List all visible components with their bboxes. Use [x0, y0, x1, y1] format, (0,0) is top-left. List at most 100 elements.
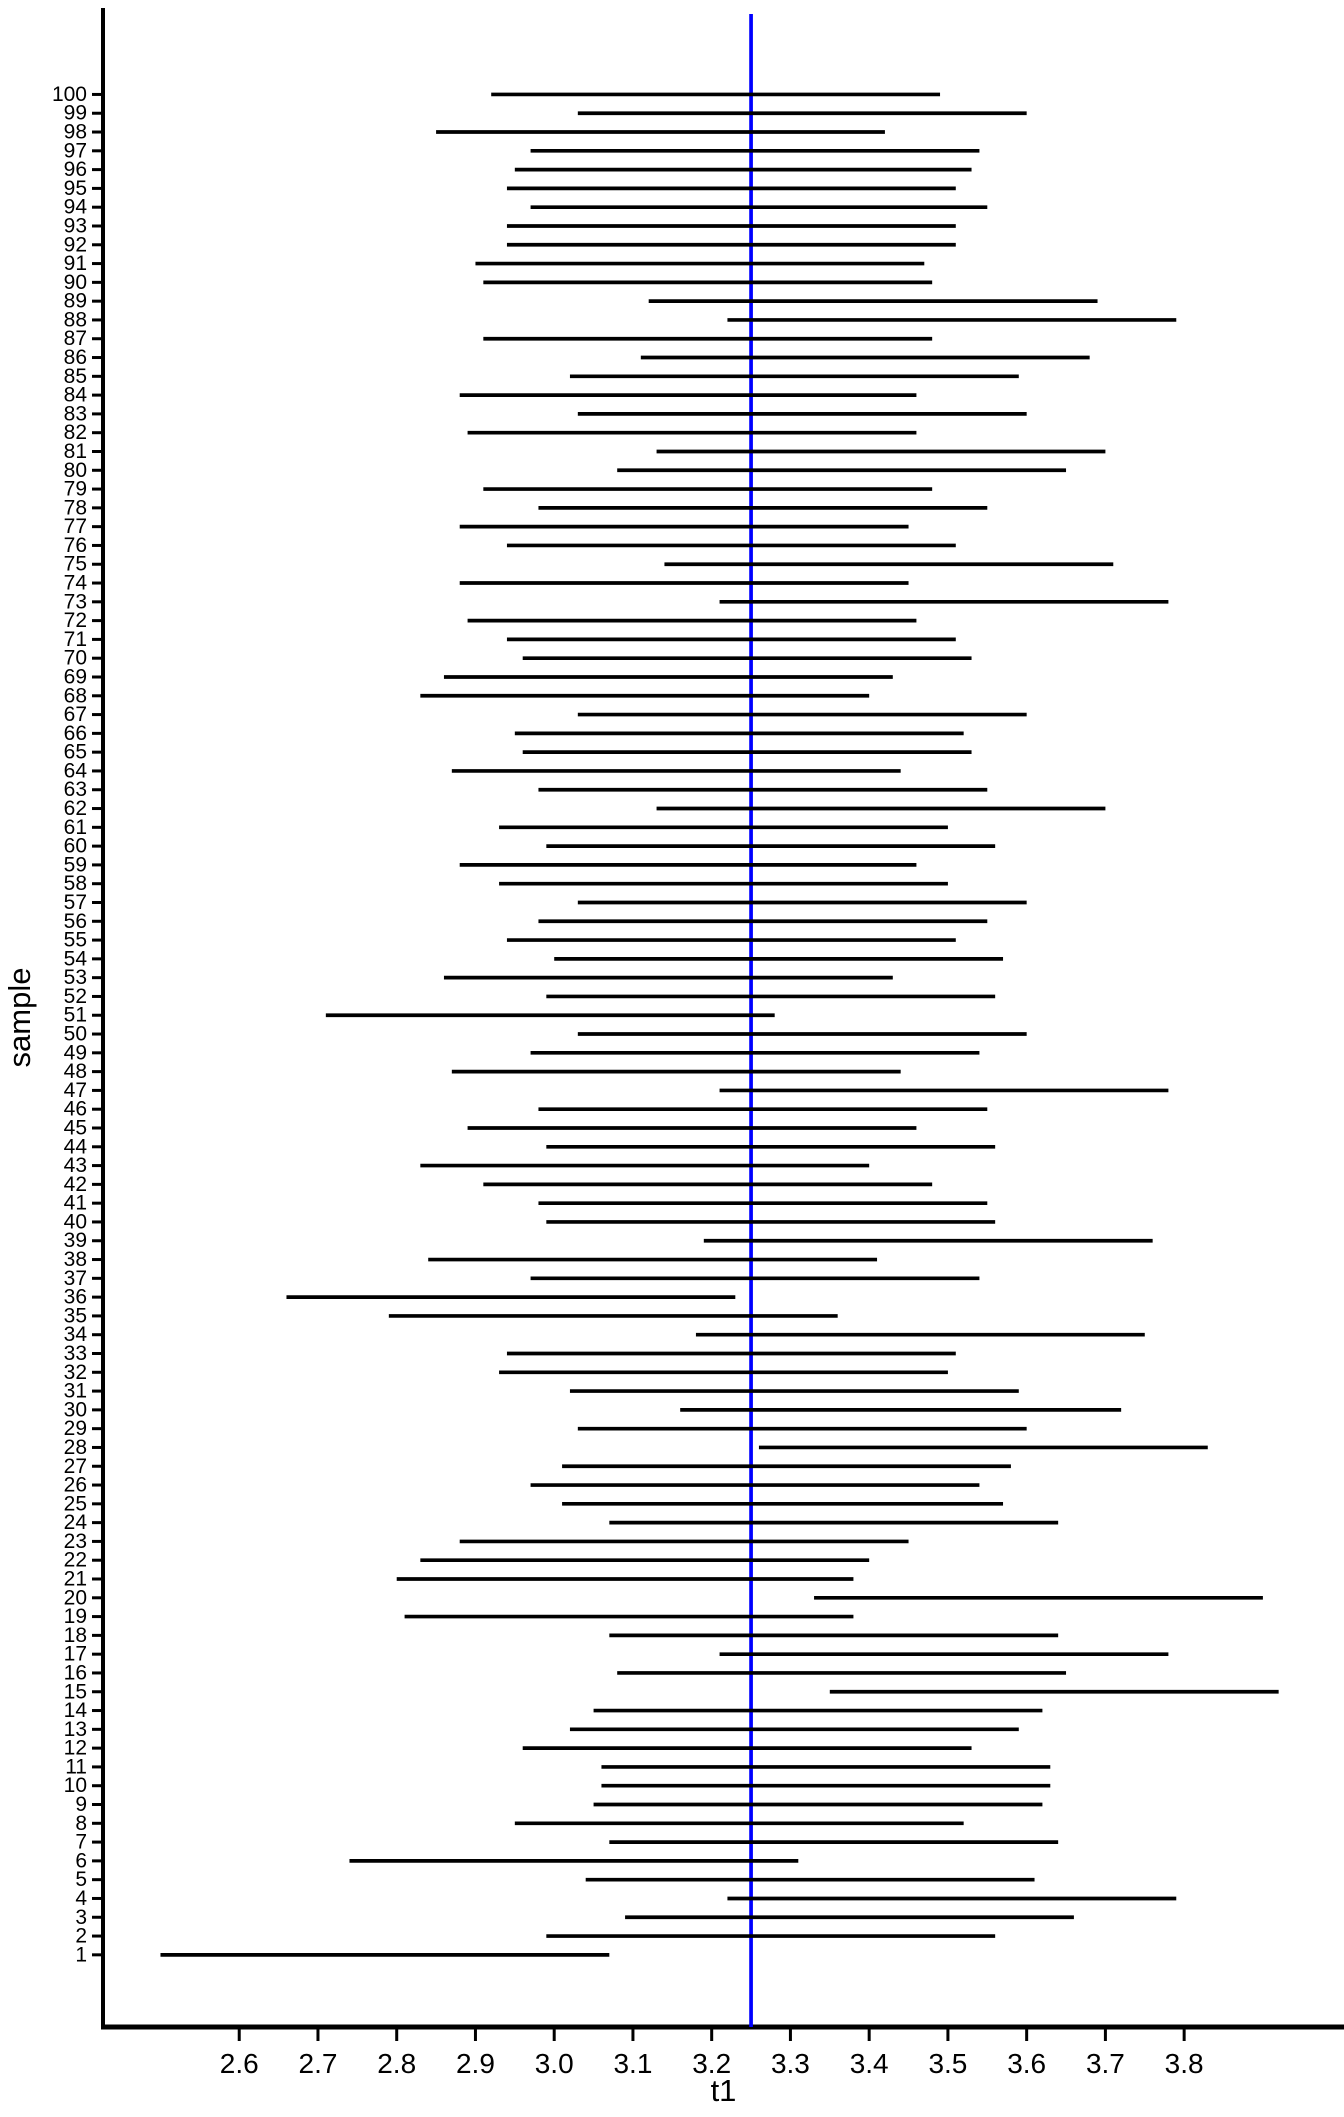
y-tick-label: 81 [64, 440, 87, 463]
y-tick-label: 80 [64, 459, 87, 482]
y-tick-label: 95 [64, 177, 87, 200]
y-tick-label: 15 [64, 1680, 87, 1703]
y-tick-label: 49 [64, 1041, 87, 1064]
y-tick-label: 93 [64, 214, 87, 237]
y-tick-label: 29 [64, 1417, 87, 1440]
y-tick-label: 22 [64, 1549, 87, 1572]
y-tick-label: 96 [64, 158, 87, 181]
y-tick-label: 47 [64, 1079, 87, 1102]
y-tick-label: 70 [64, 647, 87, 670]
y-tick-label: 21 [64, 1568, 87, 1591]
y-tick-label: 37 [64, 1267, 87, 1290]
y-tick-label: 85 [64, 365, 87, 388]
y-tick-label: 58 [64, 872, 87, 895]
x-tick-label: 3.2 [692, 2048, 731, 2079]
x-tick-label: 2.8 [377, 2048, 416, 2079]
y-tick-label: 34 [64, 1323, 88, 1346]
y-tick-label: 12 [64, 1737, 87, 1760]
y-tick-label: 65 [64, 741, 87, 764]
y-tick-label: 41 [64, 1192, 87, 1215]
y-tick-label: 72 [64, 609, 87, 632]
y-tick-label: 10 [64, 1774, 87, 1797]
y-tick-label: 39 [64, 1229, 87, 1252]
y-tick-label: 63 [64, 778, 87, 801]
y-tick-label: 1 [75, 1943, 87, 1966]
y-tick-label: 66 [64, 722, 87, 745]
y-tick-label: 36 [64, 1286, 87, 1309]
y-tick-label: 35 [64, 1304, 87, 1327]
y-tick-label: 44 [64, 1135, 88, 1158]
y-tick-label: 5 [75, 1868, 87, 1891]
x-tick-label: 3.3 [771, 2048, 810, 2079]
y-tick-label: 48 [64, 1060, 87, 1083]
y-tick-label: 76 [64, 534, 87, 557]
y-tick-label: 57 [64, 891, 87, 914]
y-tick-label: 97 [64, 139, 87, 162]
y-tick-label: 54 [64, 947, 88, 970]
y-tick-label: 11 [65, 1755, 87, 1778]
y-tick-label: 6 [75, 1849, 87, 1872]
y-tick-label: 45 [64, 1116, 87, 1139]
y-tick-label: 67 [64, 703, 87, 726]
y-tick-label: 3 [75, 1906, 87, 1929]
y-tick-label: 26 [64, 1474, 87, 1497]
y-tick-label: 86 [64, 346, 87, 369]
y-tick-label: 42 [64, 1173, 87, 1196]
y-tick-label: 84 [64, 384, 88, 407]
y-tick-label: 92 [64, 233, 87, 256]
y-tick-label: 38 [64, 1248, 87, 1271]
y-tick-label: 75 [64, 553, 87, 576]
y-tick-label: 32 [64, 1361, 87, 1384]
y-tick-label: 61 [64, 816, 87, 839]
y-tick-label: 98 [64, 121, 87, 144]
x-tick-label: 3.7 [1086, 2048, 1125, 2079]
y-tick-label: 50 [64, 1023, 87, 1046]
x-tick-label: 2.6 [220, 2048, 259, 2079]
y-tick-label: 43 [64, 1154, 87, 1177]
y-tick-label: 51 [64, 1004, 87, 1027]
y-tick-label: 94 [64, 196, 88, 219]
y-tick-label: 2 [75, 1925, 87, 1948]
y-tick-label: 83 [64, 402, 87, 425]
y-tick-label: 79 [64, 478, 87, 501]
y-tick-label: 69 [64, 665, 87, 688]
y-tick-label: 16 [64, 1661, 87, 1684]
y-tick-label: 17 [64, 1643, 87, 1666]
y-tick-label: 52 [64, 985, 87, 1008]
x-axis-title: t1 [711, 2073, 737, 2108]
y-tick-label: 100 [52, 83, 87, 106]
y-tick-label: 68 [64, 684, 87, 707]
y-tick-label: 33 [64, 1342, 87, 1365]
y-axis-title: sample [2, 968, 37, 1068]
y-tick-label: 90 [64, 271, 87, 294]
y-tick-label: 24 [64, 1511, 88, 1534]
y-tick-label: 53 [64, 966, 87, 989]
x-tick-label: 3.6 [1007, 2048, 1046, 2079]
y-tick-label: 46 [64, 1098, 87, 1121]
y-tick-label: 82 [64, 421, 87, 444]
y-tick-label: 18 [64, 1624, 87, 1647]
y-tick-label: 60 [64, 835, 87, 858]
y-tick-label: 74 [64, 572, 88, 595]
y-tick-label: 55 [64, 929, 87, 952]
y-tick-label: 4 [75, 1887, 87, 1910]
x-tick-label: 3.0 [535, 2048, 574, 2079]
y-tick-label: 77 [64, 515, 87, 538]
y-tick-label: 27 [64, 1455, 87, 1478]
y-tick-label: 40 [64, 1210, 87, 1233]
y-tick-label: 7 [75, 1831, 87, 1854]
y-tick-label: 78 [64, 496, 87, 519]
y-tick-label: 19 [64, 1605, 87, 1628]
x-tick-label: 3.1 [613, 2048, 652, 2079]
y-tick-label: 59 [64, 853, 87, 876]
y-tick-label: 14 [64, 1699, 88, 1722]
y-tick-label: 20 [64, 1586, 87, 1609]
y-tick-label: 87 [64, 327, 87, 350]
y-tick-label: 31 [64, 1380, 87, 1403]
x-tick-label: 3.8 [1165, 2048, 1204, 2079]
y-tick-label: 13 [64, 1718, 87, 1741]
y-tick-label: 25 [64, 1492, 87, 1515]
y-tick-label: 91 [64, 252, 87, 275]
y-tick-label: 8 [75, 1812, 87, 1835]
